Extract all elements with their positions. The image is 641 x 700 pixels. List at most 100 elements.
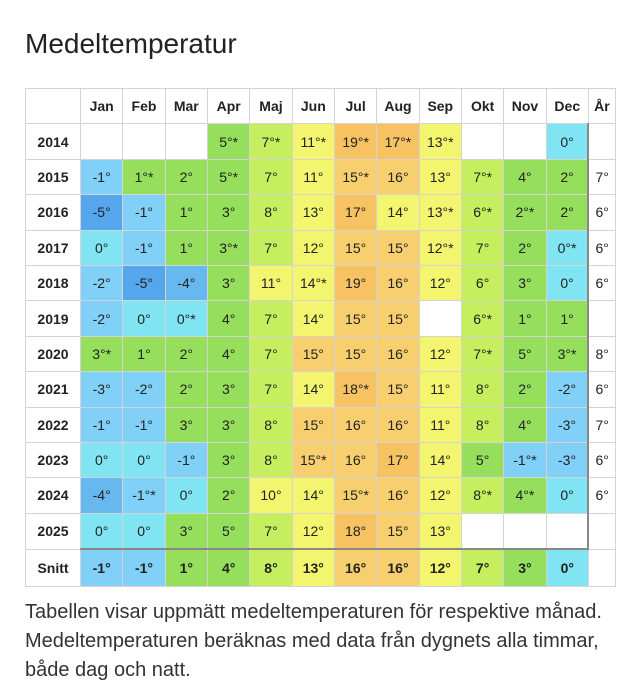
temperature-cell: 1°: [164, 548, 208, 588]
temperature-cell: 14°: [291, 300, 335, 337]
caption: Tabellen visar uppmätt medeltemperaturen…: [25, 601, 602, 681]
temperature-cell: 2°: [164, 158, 208, 196]
temperature-cell: 17°: [333, 194, 378, 231]
year-row: 2019 -2° 0° 0°* 4° 7° 14° 15° 15° 6°* 1° 1°: [25, 300, 616, 337]
temperature-cell: -4°: [164, 264, 208, 302]
row-label: 2015: [25, 158, 81, 196]
temperature-cell: 11°: [291, 158, 335, 196]
temperature-cell: 19°: [333, 264, 378, 302]
temperature-cell: 0°: [164, 477, 208, 514]
row-label: 2021: [25, 371, 81, 408]
temperature-cell: 8°: [249, 548, 293, 588]
temperature-cell: 8°: [460, 406, 505, 443]
column-header: Feb: [122, 87, 166, 125]
row-label: 2018: [25, 264, 81, 302]
temperature-cell: 4°: [503, 158, 547, 196]
temperature-cell: 4°: [503, 406, 547, 443]
temperature-cell: 15°: [376, 300, 420, 337]
row-label: Snitt: [25, 548, 81, 588]
temperature-cell: 14°: [418, 441, 462, 479]
temperature-cell: 2°: [164, 335, 208, 373]
temperature-cell: 13°: [291, 548, 335, 588]
temperature-cell: 15°: [333, 300, 378, 337]
temperature-cell: 15°: [376, 371, 420, 408]
temperature-table: Jan Feb Mar Apr Maj Jun Jul Aug Sep Okt Nov Dec År 2…: [25, 87, 616, 588]
temperature-cell: 5°*: [206, 123, 251, 160]
temperature-cell: [587, 512, 616, 550]
temperature-cell: 0°*: [164, 300, 208, 337]
temperature-cell: [460, 123, 505, 160]
temperature-cell: -1°*: [122, 477, 166, 514]
temperature-cell: 16°: [376, 548, 420, 588]
row-label: 2023: [25, 441, 81, 479]
temperature-cell: 5°*: [206, 158, 251, 196]
temperature-cell: 13°*: [418, 123, 462, 160]
column-header: Jan: [79, 87, 124, 125]
temperature-cell: 6°: [587, 194, 616, 231]
temperature-cell: 3°: [206, 194, 251, 231]
temperature-cell: 15°: [333, 335, 378, 373]
column-header: Dec: [545, 87, 589, 125]
temperature-cell: 0°*: [545, 229, 590, 266]
column-header: Jun: [291, 87, 335, 125]
temperature-cell: 7°: [249, 158, 293, 196]
temperature-cell: 4°: [206, 300, 251, 337]
temperature-cell: 14°: [291, 477, 335, 514]
temperature-cell: 16°: [333, 548, 378, 588]
temperature-cell: -3°: [545, 441, 590, 479]
row-label: 2024: [25, 477, 81, 514]
temperature-cell: 6°: [587, 477, 616, 514]
temperature-cell: 3°: [503, 548, 547, 588]
temperature-cell: 0°: [545, 123, 590, 160]
temperature-cell: [418, 300, 462, 337]
temperature-cell: 1°: [164, 229, 208, 266]
column-header: Apr: [206, 87, 251, 125]
temperature-cell: 6°: [587, 264, 616, 302]
temperature-cell: 8°: [460, 371, 505, 408]
temperature-cell: 17°*: [376, 123, 420, 160]
temperature-cell: 15°*: [333, 158, 378, 196]
temperature-cell: [79, 123, 124, 160]
header-row: Jan Feb Mar Apr Maj Jun Jul Aug Sep Okt Nov Dec År: [25, 87, 616, 125]
temperature-cell: -3°: [545, 406, 590, 443]
temperature-cell: 16°: [376, 335, 420, 373]
temperature-cell: 12°*: [418, 229, 462, 266]
column-header: Mar: [164, 87, 208, 125]
temperature-cell: 14°*: [291, 264, 335, 302]
temperature-cell: 5°: [460, 441, 505, 479]
temperature-cell: 6°: [587, 229, 616, 266]
temperature-cell: 1°: [164, 194, 208, 231]
temperature-cell: -1°: [79, 158, 124, 196]
temperature-cell: 3°: [206, 441, 251, 479]
temperature-cell: 7°*: [460, 335, 505, 373]
row-label: 2025: [25, 512, 81, 550]
row-label: 2019: [25, 300, 81, 337]
year-row: 2015 -1° 1°* 2° 5°* 7° 11° 15°* 16° 13° 7°* 4° 2° 7°: [25, 158, 616, 196]
temperature-cell: 13°: [418, 158, 462, 196]
temperature-cell: 3°: [206, 406, 251, 443]
temperature-cell: 12°: [418, 548, 462, 588]
temperature-cell: 16°: [376, 158, 420, 196]
temperature-cell: -1°: [164, 441, 208, 479]
temperature-cell: 11°: [249, 264, 293, 302]
temperature-cell: -4°: [79, 477, 124, 514]
temperature-cell: 4°: [206, 335, 251, 373]
temperature-cell: 3°: [503, 264, 547, 302]
temperature-cell: 11°: [418, 371, 462, 408]
temperature-cell: 10°: [249, 477, 293, 514]
temperature-cell: 6°: [587, 371, 616, 408]
temperature-cell: 11°*: [291, 123, 335, 160]
temperature-cell: 15°*: [333, 477, 378, 514]
column-header: År: [587, 87, 616, 125]
temperature-cell: -5°: [79, 194, 124, 231]
temperature-cell: 4°: [206, 548, 251, 588]
temperature-cell: 3°: [164, 406, 208, 443]
temperature-cell: 11°: [418, 406, 462, 443]
temperature-cell: [545, 512, 590, 551]
row-label: 2016: [25, 194, 81, 231]
temperature-cell: [503, 512, 547, 551]
temperature-cell: -3°: [79, 371, 124, 408]
temperature-cell: -2°: [79, 300, 124, 337]
temperature-cell: -1°: [122, 194, 166, 231]
